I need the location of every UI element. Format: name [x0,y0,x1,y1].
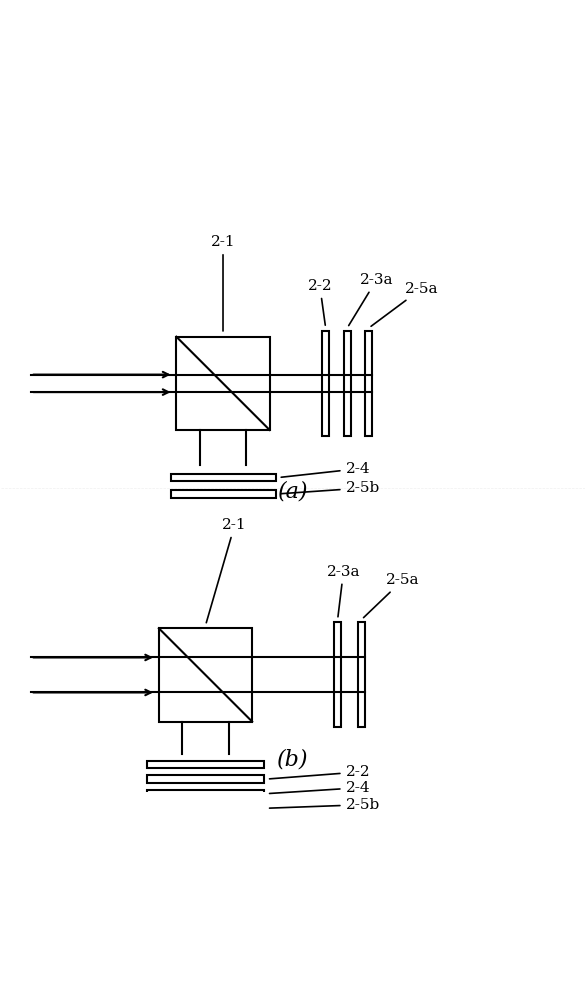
Text: 2-4: 2-4 [281,462,370,477]
Text: 2-1: 2-1 [211,235,236,331]
Text: 2-5b: 2-5b [270,798,380,812]
Text: (b): (b) [277,749,309,771]
Text: 2-1: 2-1 [206,518,247,623]
Text: 2-4: 2-4 [270,781,370,795]
Text: 2-2: 2-2 [270,765,370,779]
Text: 2-2: 2-2 [308,279,332,325]
Text: 2-5b: 2-5b [281,481,380,495]
Text: 2-5a: 2-5a [371,282,438,326]
Text: 2-5a: 2-5a [363,573,419,618]
Text: 2-3a: 2-3a [327,565,360,617]
Text: (a): (a) [278,480,308,502]
Text: 2-3a: 2-3a [349,273,393,326]
